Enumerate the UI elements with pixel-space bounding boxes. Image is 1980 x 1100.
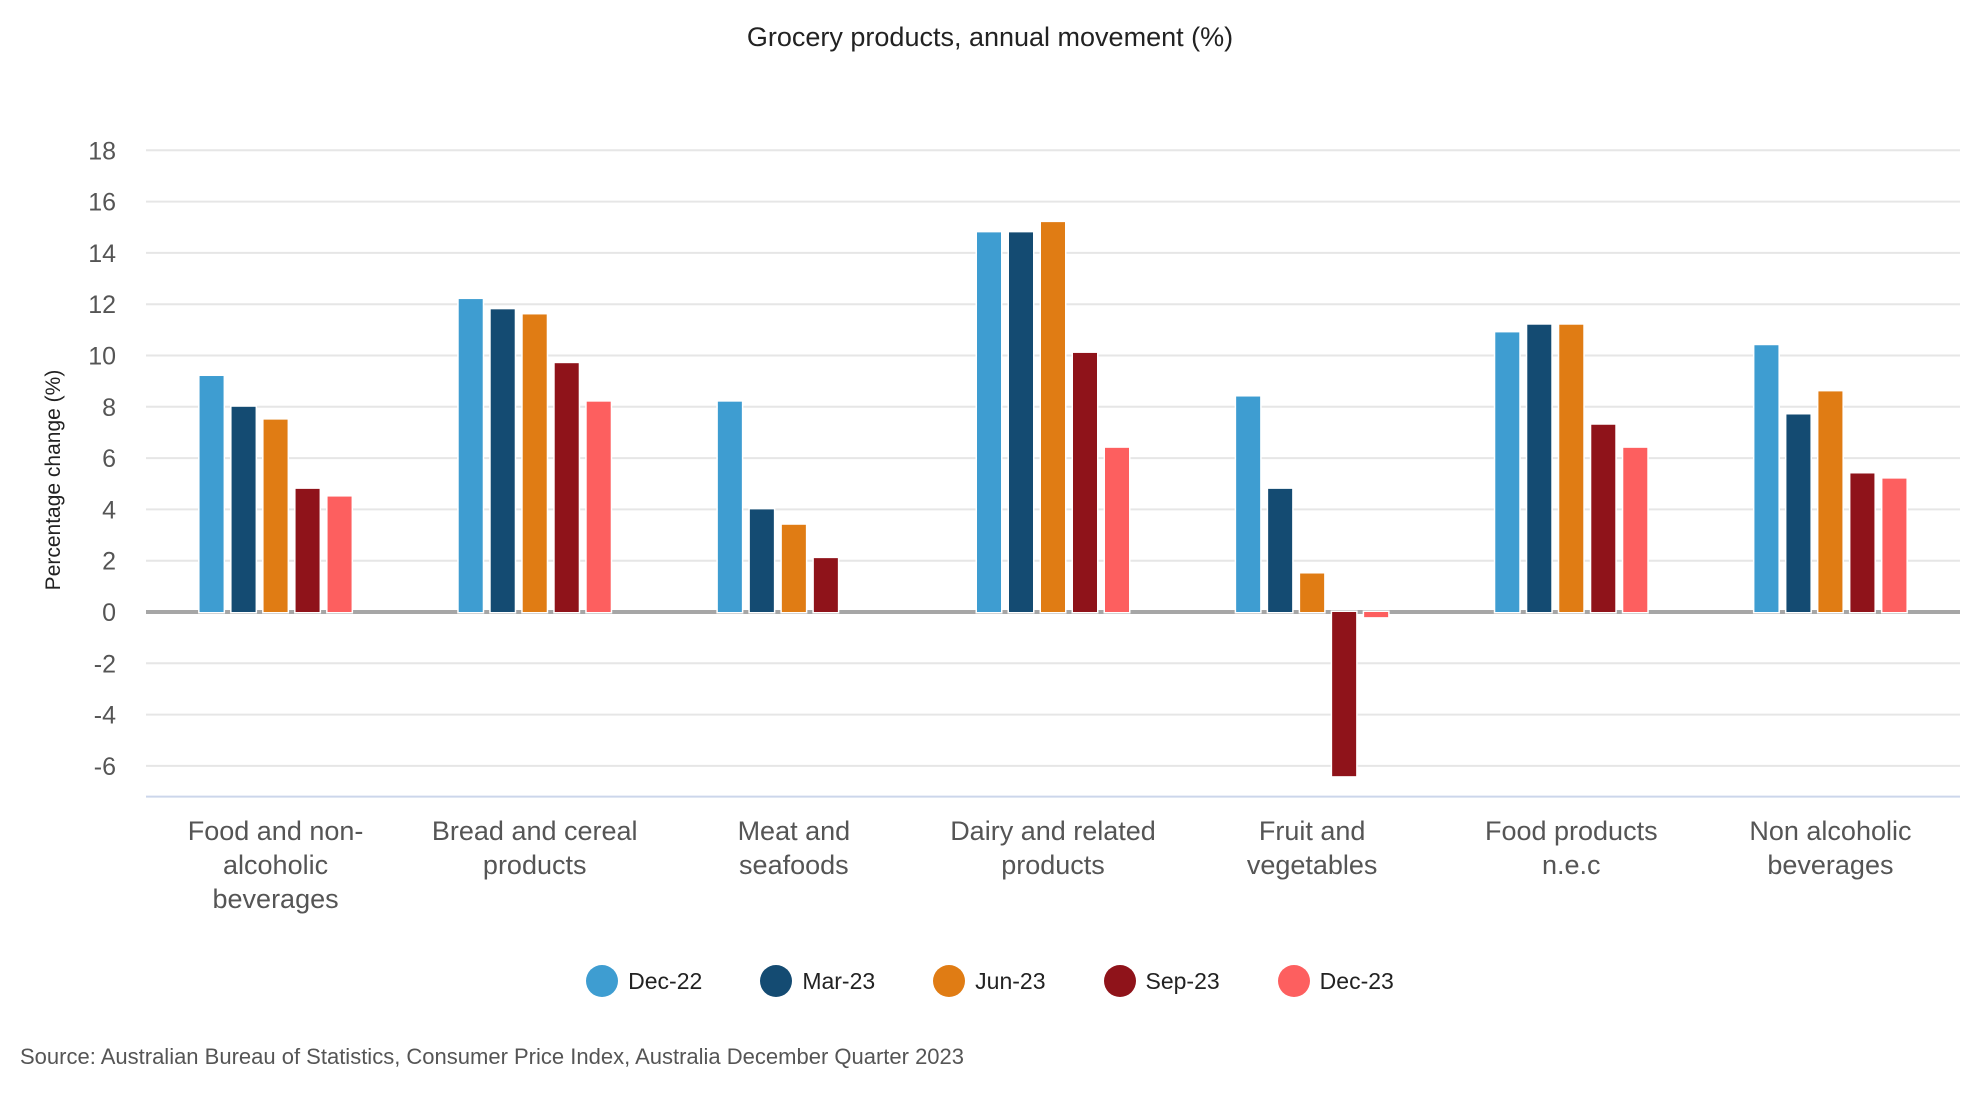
bar-mar-23-5[interactable] xyxy=(1268,488,1293,612)
x-tick-label: products xyxy=(1001,850,1105,880)
x-axis-labels: Food and non-alcoholic beverages Bread and… xyxy=(188,816,1912,914)
bar-mar-23-6[interactable] xyxy=(1527,324,1552,612)
bars xyxy=(146,220,1960,778)
x-tick-label: products xyxy=(483,850,587,880)
bar-sep-23-1[interactable] xyxy=(295,488,320,612)
legend: Dec-22 Mar-23 Jun-23 Sep-23 Dec-23 xyxy=(0,965,1980,997)
bar-dec-22-3[interactable] xyxy=(717,401,742,612)
y-tick-label: -2 xyxy=(94,650,116,678)
bar-jun-23-5[interactable] xyxy=(1300,573,1325,612)
legend-swatch-icon xyxy=(1103,965,1136,997)
x-tick-label: Meat and xyxy=(738,816,851,846)
bar-dec-22-1[interactable] xyxy=(199,376,224,612)
y-tick-label: 0 xyxy=(102,599,116,627)
bar-jun-23-4[interactable] xyxy=(1041,222,1065,612)
legend-label: Jun-23 xyxy=(975,967,1046,994)
legend-label: Dec-23 xyxy=(1319,967,1394,994)
bar-jun-23-7[interactable] xyxy=(1818,391,1843,612)
y-tick-label: 14 xyxy=(88,240,116,268)
legend-swatch-icon xyxy=(933,965,966,997)
legend-swatch-icon xyxy=(1277,965,1310,997)
bar-jun-23-2[interactable] xyxy=(522,314,547,612)
x-tick-label: Non alcoholic xyxy=(1749,816,1911,846)
x-tick-label: seafoods xyxy=(739,850,849,880)
bar-mar-23-1[interactable] xyxy=(231,406,256,612)
x-tick-label: Food and non- xyxy=(188,816,364,846)
legend-item-mar-23[interactable]: Mar-23 xyxy=(760,965,875,997)
y-tick-label: 18 xyxy=(88,137,116,165)
legend-label: Sep-23 xyxy=(1145,967,1220,994)
chart-title: Grocery products, annual movement (%) xyxy=(746,22,1234,52)
x-tick-label: Food products xyxy=(1485,816,1658,846)
y-tick-label: 8 xyxy=(102,394,116,422)
bar-mar-23-3[interactable] xyxy=(749,509,774,612)
legend-item-sep-23[interactable]: Sep-23 xyxy=(1103,965,1220,997)
bar-sep-23-4[interactable] xyxy=(1073,352,1097,612)
bar-dec-22-6[interactable] xyxy=(1495,332,1520,612)
x-tick-label: beverages xyxy=(213,884,339,914)
bar-mar-23-4[interactable] xyxy=(1009,232,1033,612)
legend-item-dec-22[interactable]: Dec-22 xyxy=(586,965,702,997)
legend-swatch-icon xyxy=(586,965,619,997)
legend-label: Mar-23 xyxy=(802,967,876,994)
legend-item-jun-23[interactable]: Jun-23 xyxy=(933,965,1046,997)
bar-dec-22-7[interactable] xyxy=(1754,345,1779,612)
y-tick-label: 16 xyxy=(88,189,116,217)
x-tick-label: alcoholic xyxy=(223,850,328,880)
y-tick-label: 12 xyxy=(88,291,116,319)
x-tick-label: Fruit and xyxy=(1259,816,1366,846)
bar-sep-23-2[interactable] xyxy=(554,363,579,612)
bar-dec-22-5[interactable] xyxy=(1236,396,1261,612)
bar-sep-23-3[interactable] xyxy=(813,558,838,612)
bar-dec-22-4[interactable] xyxy=(977,232,1001,612)
bar-mar-23-2[interactable] xyxy=(490,309,515,612)
x-tick-label: beverages xyxy=(1767,850,1893,880)
bar-jun-23-6[interactable] xyxy=(1559,324,1584,612)
x-tick-label: vegetables xyxy=(1247,850,1378,880)
x-tick-label: Dairy and related xyxy=(950,816,1156,846)
bar-dec-23-7[interactable] xyxy=(1882,478,1907,612)
bar-dec-22-2[interactable] xyxy=(458,299,483,612)
bar-jun-23-3[interactable] xyxy=(781,524,806,612)
y-tick-label: -6 xyxy=(94,753,116,781)
bar-jun-23-1[interactable] xyxy=(263,419,288,612)
y-tick-label: -4 xyxy=(94,702,116,730)
y-tick-label: 6 xyxy=(102,445,116,473)
y-axis-ticks: 18 16 14 12 10 8 6 4 2 0 -2 -4 -6 xyxy=(88,137,116,781)
bar-dec-23-6[interactable] xyxy=(1623,447,1648,612)
bar-dec-23-2[interactable] xyxy=(586,401,611,612)
x-tick-label: Bread and cereal xyxy=(432,816,638,846)
legend-item-dec-23[interactable]: Dec-23 xyxy=(1277,965,1394,997)
bar-dec-23-5[interactable] xyxy=(1364,612,1389,618)
bar-dec-23-4[interactable] xyxy=(1105,447,1129,612)
legend-swatch-icon xyxy=(760,965,793,997)
bar-sep-23-6[interactable] xyxy=(1591,424,1616,612)
x-tick-label: n.e.c xyxy=(1542,850,1601,880)
bar-mar-23-7[interactable] xyxy=(1786,414,1811,612)
y-tick-label: 10 xyxy=(88,343,116,371)
bar-dec-23-1[interactable] xyxy=(327,496,352,612)
source-note: Source: Australian Bureau of Statistics,… xyxy=(20,1044,965,1069)
bar-sep-23-5[interactable] xyxy=(1332,612,1357,777)
legend-label: Dec-22 xyxy=(628,967,703,994)
y-axis-title: Percentage change (%) xyxy=(42,370,65,591)
bar-sep-23-7[interactable] xyxy=(1850,473,1875,612)
y-tick-label: 2 xyxy=(102,548,116,576)
y-tick-label: 4 xyxy=(102,496,116,524)
